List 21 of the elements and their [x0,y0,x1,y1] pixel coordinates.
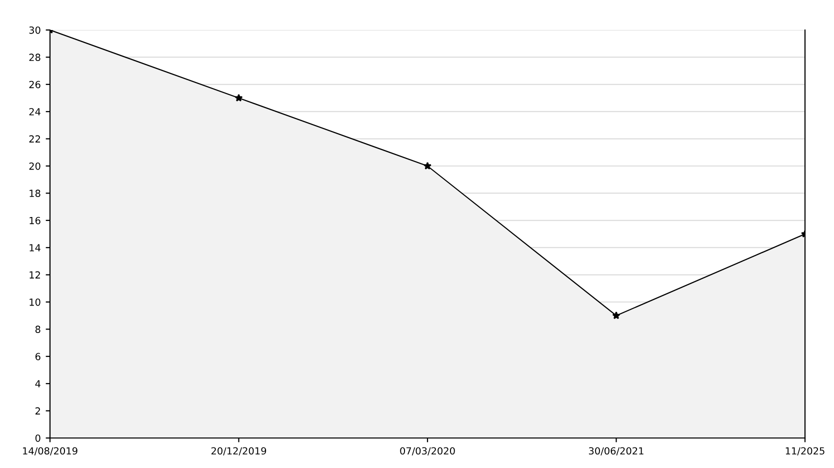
x-tick-label: 14/08/2019 [23,447,78,456]
y-tick-label: 26 [29,80,40,88]
y-tick-label: 4 [35,380,40,388]
y-tick-label: 8 [35,326,40,334]
y-tick-label: 28 [29,54,40,62]
y-tick-label: 24 [29,108,40,116]
y-tick-label: 6 [35,352,40,360]
y-tick-label: 10 [30,298,40,306]
y-tick-label: 14 [30,244,40,252]
x-tick-label: 20/12/2019 [211,447,266,456]
y-tick-label: 22 [29,135,40,142]
x-tick-label: 30/06/2021 [588,447,644,456]
x-tick-label: 11/2025 [786,447,824,456]
y-tick-label: 18 [30,190,40,198]
y-tick-label: 12 [30,271,40,278]
y-tick-label: 0 [35,434,40,442]
y-tick-label: 20 [29,162,40,170]
y-tick-label: 30 [29,26,40,34]
y-tick-label: 16 [30,216,40,224]
x-tick-label: 07/03/2020 [400,447,455,456]
y-tick-label: 2 [36,407,40,414]
